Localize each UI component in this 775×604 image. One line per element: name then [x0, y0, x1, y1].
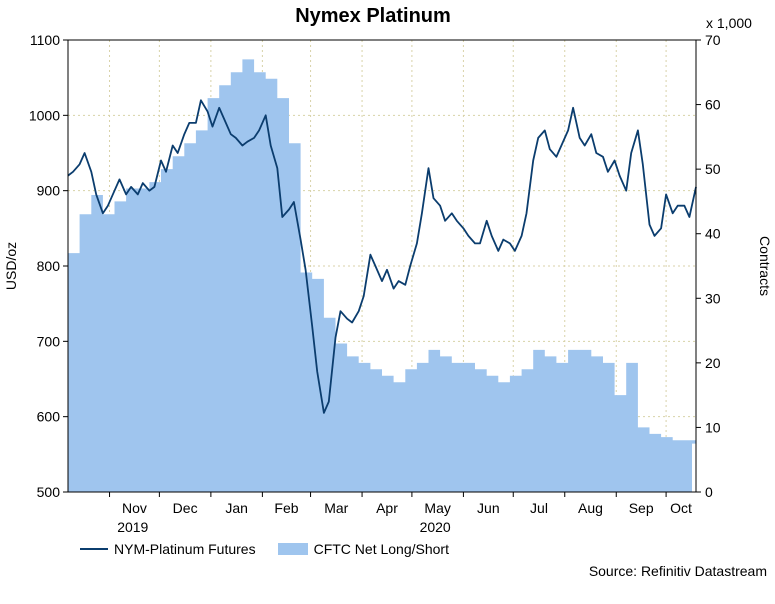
chart-title: Nymex Platinum: [295, 5, 451, 27]
legend-item-platinum: NYM-Platinum Futures: [80, 541, 256, 557]
cftc-area-layer: [68, 59, 696, 493]
right-tick-label: 10: [705, 419, 721, 435]
left-axis-label: USD/oz: [3, 242, 19, 290]
left-axis: 500 600 700 800 900 1000 1100: [29, 32, 68, 500]
legend-swatch-line: [80, 548, 108, 550]
x-tick-label-apr: Apr: [376, 500, 398, 516]
left-tick-label: 1100: [30, 32, 60, 48]
legend-label-cftc: CFTC Net Long/Short: [313, 541, 449, 557]
right-tick-label: 30: [705, 290, 721, 306]
right-tick-label: 60: [705, 97, 721, 113]
right-tick-label: 20: [705, 355, 721, 371]
right-axis: 0 10 20 30 40 50 60 70: [696, 32, 721, 500]
left-tick-label: 1000: [29, 107, 60, 123]
x-tick-label-nov: Nov: [122, 500, 147, 516]
platinum-line-layer: [67, 99, 697, 414]
x-tick-label-sep: Sep: [629, 500, 654, 516]
x-tick-label-mar: Mar: [324, 500, 348, 516]
legend-label-platinum: NYM-Platinum Futures: [114, 541, 256, 557]
x-tick-label-aug: Aug: [578, 500, 603, 516]
cftc-net-area: [68, 59, 696, 493]
left-tick-label: 900: [37, 183, 61, 199]
x-tick-label-jul: Jul: [530, 500, 548, 516]
x-year-label-2020: 2020: [420, 519, 451, 535]
right-tick-label: 70: [705, 32, 721, 48]
left-tick-label: 500: [37, 484, 61, 500]
x-tick-label-oct: Oct: [670, 500, 692, 516]
x-tick-label-dec: Dec: [173, 500, 198, 516]
right-axis-multiplier: x 1,000: [706, 15, 752, 31]
left-tick-label: 700: [37, 333, 61, 349]
legend-swatch-area: [277, 543, 308, 555]
legend-item-cftc: CFTC Net Long/Short: [277, 541, 449, 557]
left-tick-label: 600: [37, 409, 61, 425]
x-tick-label-jun: Jun: [477, 500, 500, 516]
x-year-label-2019: 2019: [117, 519, 148, 535]
x-tick-label-feb: Feb: [274, 500, 298, 516]
right-axis-label: Contracts: [757, 236, 773, 296]
right-tick-label: 40: [705, 226, 721, 242]
legend: NYM-Platinum Futures CFTC Net Long/Short: [80, 537, 471, 561]
right-tick-label: 0: [705, 484, 713, 500]
source-note: Source: Refinitiv Datastream: [588, 563, 767, 579]
left-tick-label: 800: [37, 258, 61, 274]
right-tick-label: 50: [705, 161, 721, 177]
x-tick-label-may: May: [424, 500, 450, 516]
platinum-futures-line: [67, 99, 697, 414]
x-axis: Nov Dec Jan Feb Mar Apr May Jun Jul Aug Sep Oct 2019…: [109, 492, 692, 535]
x-tick-label-jan: Jan: [225, 500, 248, 516]
